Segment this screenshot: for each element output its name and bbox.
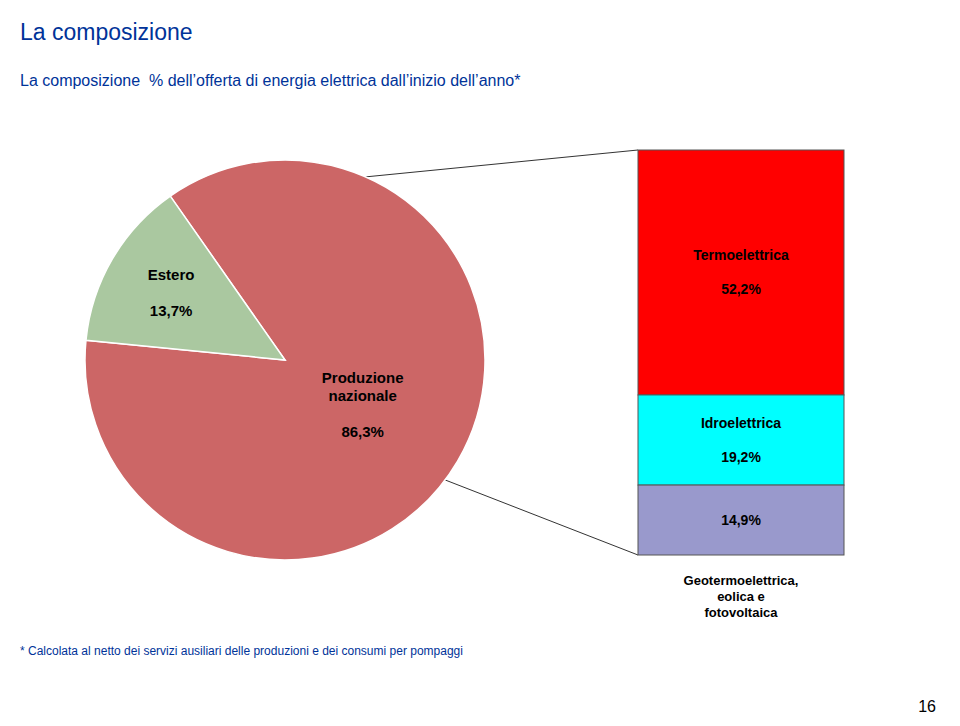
slice-label: Produzionenazionale <box>322 369 404 404</box>
slice-value: 86,3% <box>341 423 384 440</box>
segment-value: 52,2% <box>721 281 761 297</box>
chart: La composizione La composizione % dell’of… <box>0 0 960 726</box>
footnote: * Calcolata al netto dei servizi ausilia… <box>20 644 463 658</box>
text-line: Termoelettrica <box>693 247 789 263</box>
bar-labels: Termoelettrica 52,2% Idroelettrica 19,2% 14,… <box>684 247 799 620</box>
pie-slice <box>85 160 485 560</box>
title: La composizione <box>20 19 193 45</box>
segment-label: Idroelettrica <box>701 415 781 431</box>
text-line: fotovoltaica <box>705 605 779 620</box>
text-line: Estero <box>148 266 195 283</box>
text-line: Idroelettrica <box>701 415 781 431</box>
slice-label: Estero <box>148 266 195 283</box>
bar-segment <box>638 150 844 395</box>
text-line: Produzione <box>322 369 404 386</box>
background <box>0 0 960 726</box>
pie-slice <box>86 196 285 360</box>
segment-value: 14,9% <box>721 512 761 528</box>
text-line: nazionale <box>328 387 396 404</box>
pie <box>85 160 485 560</box>
stacked-bar <box>638 150 844 555</box>
page-number: 16 <box>918 698 936 715</box>
segment-value: 19,2% <box>721 449 761 465</box>
segment-label: Termoelettrica <box>693 247 789 263</box>
bar-segment <box>638 485 844 555</box>
bar-segment <box>638 395 844 485</box>
text-line: eolica e <box>717 589 765 604</box>
segment-label: Geotermoelettrica,eolica efotovoltaica <box>684 573 799 620</box>
text-line: Geotermoelettrica, <box>684 573 799 588</box>
subtitle: La composizione % dell’offerta di energi… <box>20 72 520 89</box>
slice-value: 13,7% <box>150 302 193 319</box>
pie-labels: Produzionenazionale 86,3% Estero 13,7% <box>148 266 404 440</box>
